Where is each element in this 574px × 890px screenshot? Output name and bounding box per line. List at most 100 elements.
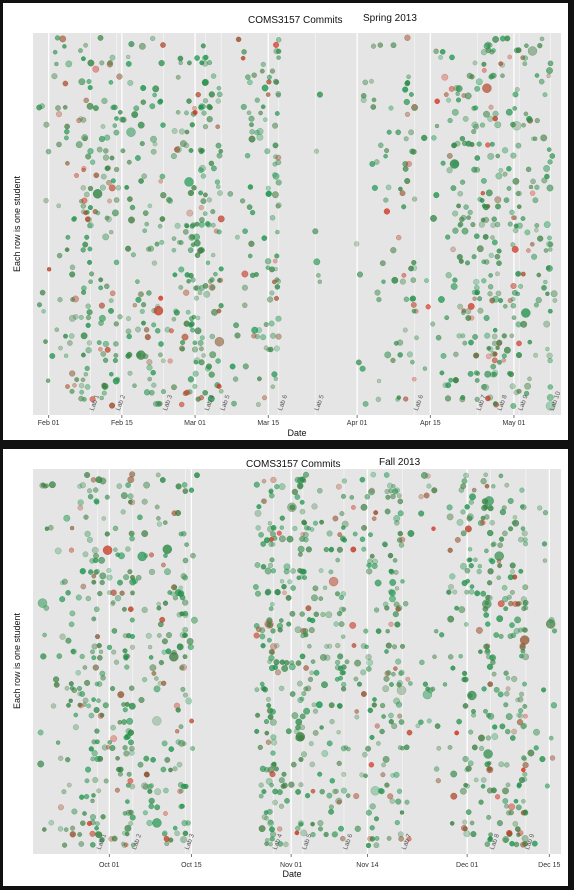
- commit-point: [79, 389, 85, 395]
- commit-point: [497, 359, 502, 365]
- commit-point: [382, 755, 390, 763]
- commit-point: [122, 633, 128, 639]
- commit-point: [273, 345, 280, 352]
- commit-point: [125, 245, 132, 252]
- commit-point: [469, 584, 475, 589]
- commit-point: [267, 714, 274, 720]
- commit-point: [480, 217, 486, 223]
- commit-point: [441, 73, 449, 81]
- commit-point: [275, 92, 281, 98]
- chart-title: COMS3157 Commits: [248, 15, 342, 26]
- commit-point: [176, 761, 183, 768]
- commit-point: [61, 842, 68, 848]
- commit-point: [276, 622, 284, 630]
- commit-point: [162, 600, 169, 606]
- commit-point: [483, 315, 490, 322]
- commit-point: [507, 498, 514, 505]
- commit-point: [378, 142, 384, 149]
- commit-point: [270, 628, 276, 634]
- commit-point: [512, 600, 519, 607]
- commit-point: [110, 600, 116, 605]
- commit-point: [328, 576, 339, 587]
- commit-point: [480, 478, 487, 485]
- commit-point: [393, 569, 399, 575]
- commit-point: [240, 55, 246, 61]
- commit-point: [410, 359, 415, 365]
- commit-point: [497, 691, 504, 698]
- commit-point: [300, 633, 306, 639]
- commit-point: [360, 669, 367, 676]
- commit-point: [484, 841, 491, 848]
- commit-point: [97, 591, 103, 597]
- commit-point: [474, 396, 480, 403]
- commit-point: [483, 612, 490, 618]
- commit-point: [336, 760, 342, 767]
- commit-point: [492, 115, 498, 122]
- commit-point: [471, 129, 477, 135]
- commit-point: [87, 259, 93, 265]
- commit-point: [319, 789, 325, 795]
- commit-point: [128, 685, 135, 691]
- commit-point: [521, 122, 526, 128]
- commit-point: [465, 260, 471, 266]
- commit-point: [140, 99, 147, 105]
- commit-point: [215, 142, 222, 149]
- commit-point: [99, 184, 106, 191]
- commit-point: [459, 135, 466, 142]
- x-tick-label: May 01: [502, 420, 525, 427]
- commit-point: [186, 637, 194, 645]
- commit-point: [463, 782, 468, 788]
- commit-point: [147, 203, 153, 209]
- commit-point: [102, 545, 113, 555]
- commit-point: [492, 110, 499, 118]
- commit-point: [141, 530, 149, 538]
- commit-point: [446, 97, 452, 103]
- commit-point: [465, 140, 472, 147]
- commit-point: [340, 745, 347, 752]
- commit-point: [471, 487, 477, 493]
- commit-point: [89, 814, 96, 821]
- commit-point: [179, 594, 186, 601]
- commit-point: [63, 827, 69, 832]
- commit-point: [376, 297, 382, 303]
- commit-point: [383, 472, 390, 478]
- commit-point: [112, 525, 119, 532]
- commit-point: [194, 252, 201, 259]
- commit-point: [430, 321, 436, 327]
- commit-point: [106, 179, 112, 186]
- commit-point: [517, 696, 524, 703]
- commit-point: [501, 584, 508, 591]
- commit-point: [371, 702, 377, 708]
- commit-point: [109, 290, 116, 297]
- commit-point: [104, 494, 110, 500]
- commit-point: [369, 553, 375, 559]
- commit-point: [180, 340, 186, 346]
- commit-point: [310, 788, 316, 794]
- commit-point: [360, 691, 367, 697]
- commit-point: [381, 541, 388, 547]
- commit-point: [68, 333, 75, 339]
- commit-point: [254, 510, 262, 517]
- commit-point: [507, 221, 513, 227]
- commit-point: [498, 473, 504, 479]
- commit-point: [349, 495, 355, 500]
- commit-point: [99, 60, 105, 66]
- commit-point: [104, 346, 111, 353]
- commit-point: [150, 35, 156, 42]
- commit-point: [84, 778, 90, 784]
- commit-point: [129, 783, 136, 790]
- commit-point: [450, 185, 457, 192]
- commit-point: [397, 831, 404, 838]
- commit-point: [489, 654, 497, 662]
- commit-point: [477, 563, 482, 569]
- commit-point: [73, 172, 79, 178]
- commit-point: [502, 787, 509, 795]
- commit-point: [92, 487, 99, 493]
- commit-point: [96, 698, 101, 703]
- commit-point: [371, 97, 377, 103]
- commit-point: [404, 111, 411, 118]
- commit-point: [520, 271, 526, 277]
- commit-point: [208, 371, 215, 378]
- commit-point: [109, 371, 114, 377]
- commit-point: [546, 352, 553, 359]
